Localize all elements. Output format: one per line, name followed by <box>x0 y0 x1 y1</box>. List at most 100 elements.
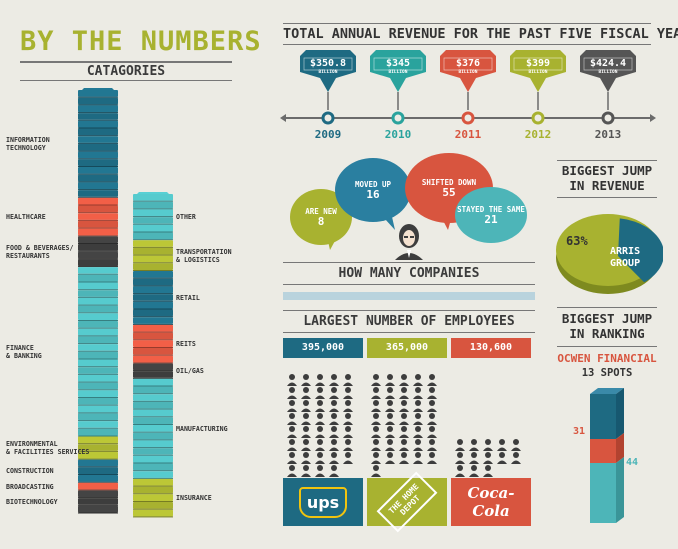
stack-slice <box>78 421 118 428</box>
stack-slice <box>78 251 118 259</box>
person-icon <box>343 413 353 425</box>
person-icon <box>371 426 381 438</box>
person-icon <box>483 452 493 464</box>
person-icon <box>385 413 395 425</box>
jump-rev-bottom-rule <box>557 197 657 198</box>
person-icon <box>301 452 311 464</box>
revenue-value: $424.4 <box>589 58 627 69</box>
stack-slice <box>133 371 173 378</box>
jump-ranking-title: BIGGEST JUMP IN RANKING <box>561 311 653 341</box>
stack-slice <box>78 290 118 297</box>
stack-slice <box>78 97 118 105</box>
category-label: BIOTECHNOLOGY <box>6 497 58 506</box>
person-icon <box>385 439 395 451</box>
revenue-gem <box>300 50 356 125</box>
bubble-label: SHIFTED DOWN <box>421 177 477 187</box>
person-icon <box>301 413 311 425</box>
stack-slice <box>133 409 173 417</box>
pie-company: ARRIS GROUP <box>610 246 641 269</box>
category-label: HEALTHCARE <box>6 213 46 222</box>
company-logo: ups <box>283 478 363 526</box>
stack-slice <box>133 463 173 471</box>
person-icon <box>301 374 311 386</box>
stack-slice <box>133 348 173 355</box>
person-icon <box>287 426 297 438</box>
title-rule <box>20 61 232 63</box>
person-icon <box>399 426 409 438</box>
stack-slice <box>133 432 173 440</box>
stack-slice <box>78 467 118 474</box>
stack-slice <box>78 444 118 451</box>
person-icon <box>329 387 339 399</box>
stack-slice <box>133 240 173 247</box>
employee-pictograms <box>287 374 521 477</box>
person-icon <box>371 439 381 451</box>
stack-slice <box>78 228 118 236</box>
stack-slice <box>78 490 118 498</box>
jump-revenue-title: BIGGEST JUMP IN REVENUE <box>561 163 653 193</box>
stack-slice <box>133 502 173 509</box>
revenue-title: TOTAL ANNUAL REVENUE FOR THE PAST FIVE F… <box>283 26 678 42</box>
company-logo: THE HOME DEPOT <box>367 471 447 533</box>
rank-to: 31 <box>573 426 586 437</box>
stack-slice <box>78 374 118 382</box>
stack-slice <box>133 201 173 209</box>
person-icon <box>371 387 381 399</box>
stack-slice <box>78 398 118 405</box>
stack-slice <box>78 305 118 313</box>
person-icon <box>315 413 325 425</box>
category-label: BROADCASTING <box>6 482 54 491</box>
stack-slice <box>133 440 173 448</box>
person-icon <box>343 439 353 451</box>
stack-slice <box>78 136 118 143</box>
stack-slice <box>78 182 118 190</box>
emp-top-rule <box>283 310 535 311</box>
revenue-unit: BILLION <box>598 70 618 75</box>
person-icon <box>315 426 325 438</box>
stack-slice <box>78 413 118 421</box>
stack-slice <box>133 286 173 294</box>
bubble-label: MOVED UP <box>354 179 392 189</box>
category-label: OTHER <box>176 213 196 222</box>
stack-slice <box>78 367 118 374</box>
jump-rev-top-rule <box>557 160 657 161</box>
person-icon <box>413 452 423 464</box>
person-icon <box>455 465 465 477</box>
person-icon <box>329 426 339 438</box>
person-icon <box>315 400 325 412</box>
jump-rank-top-rule <box>557 307 657 308</box>
companies-bar <box>283 292 535 300</box>
person-icon <box>413 439 423 451</box>
companies-title: HOW MANY COMPANIES <box>338 266 480 281</box>
stack-slice <box>78 351 118 359</box>
person-icon <box>315 439 325 451</box>
person-icon <box>427 439 437 451</box>
employee-count: 395,000 <box>283 338 363 358</box>
person-icon <box>399 439 409 451</box>
stack-slice <box>78 436 118 444</box>
stack-slice <box>78 482 118 490</box>
category-label: TRANSPORTATION & LOGISTICS <box>176 247 232 264</box>
revenue-unit: BILLION <box>388 70 408 75</box>
person-icon <box>371 374 381 386</box>
stack-slice <box>133 332 173 340</box>
category-label: FOOD & BEVERAGES/ RESTAURANTS <box>6 243 74 260</box>
stack-slice <box>78 505 118 513</box>
person-icon <box>385 400 395 412</box>
stack-slice <box>78 244 118 251</box>
person-icon <box>399 452 409 464</box>
stack-slice <box>133 247 173 255</box>
person-icon <box>469 452 479 464</box>
stack-slice <box>133 417 173 424</box>
person-icon <box>287 374 297 386</box>
page-title: BY THE NUMBERS <box>20 26 262 57</box>
person-icon <box>343 452 353 464</box>
revenue-gem <box>440 50 496 125</box>
revenue-year: 2013 <box>594 128 622 141</box>
company-logo: Coca-Cola <box>451 478 531 526</box>
revenue-value: $350.8 <box>309 58 347 69</box>
stack-slice <box>78 190 118 197</box>
bubble-value: 55 <box>442 185 456 199</box>
person-icon <box>287 387 297 399</box>
revenue-unit: BILLION <box>318 70 338 75</box>
